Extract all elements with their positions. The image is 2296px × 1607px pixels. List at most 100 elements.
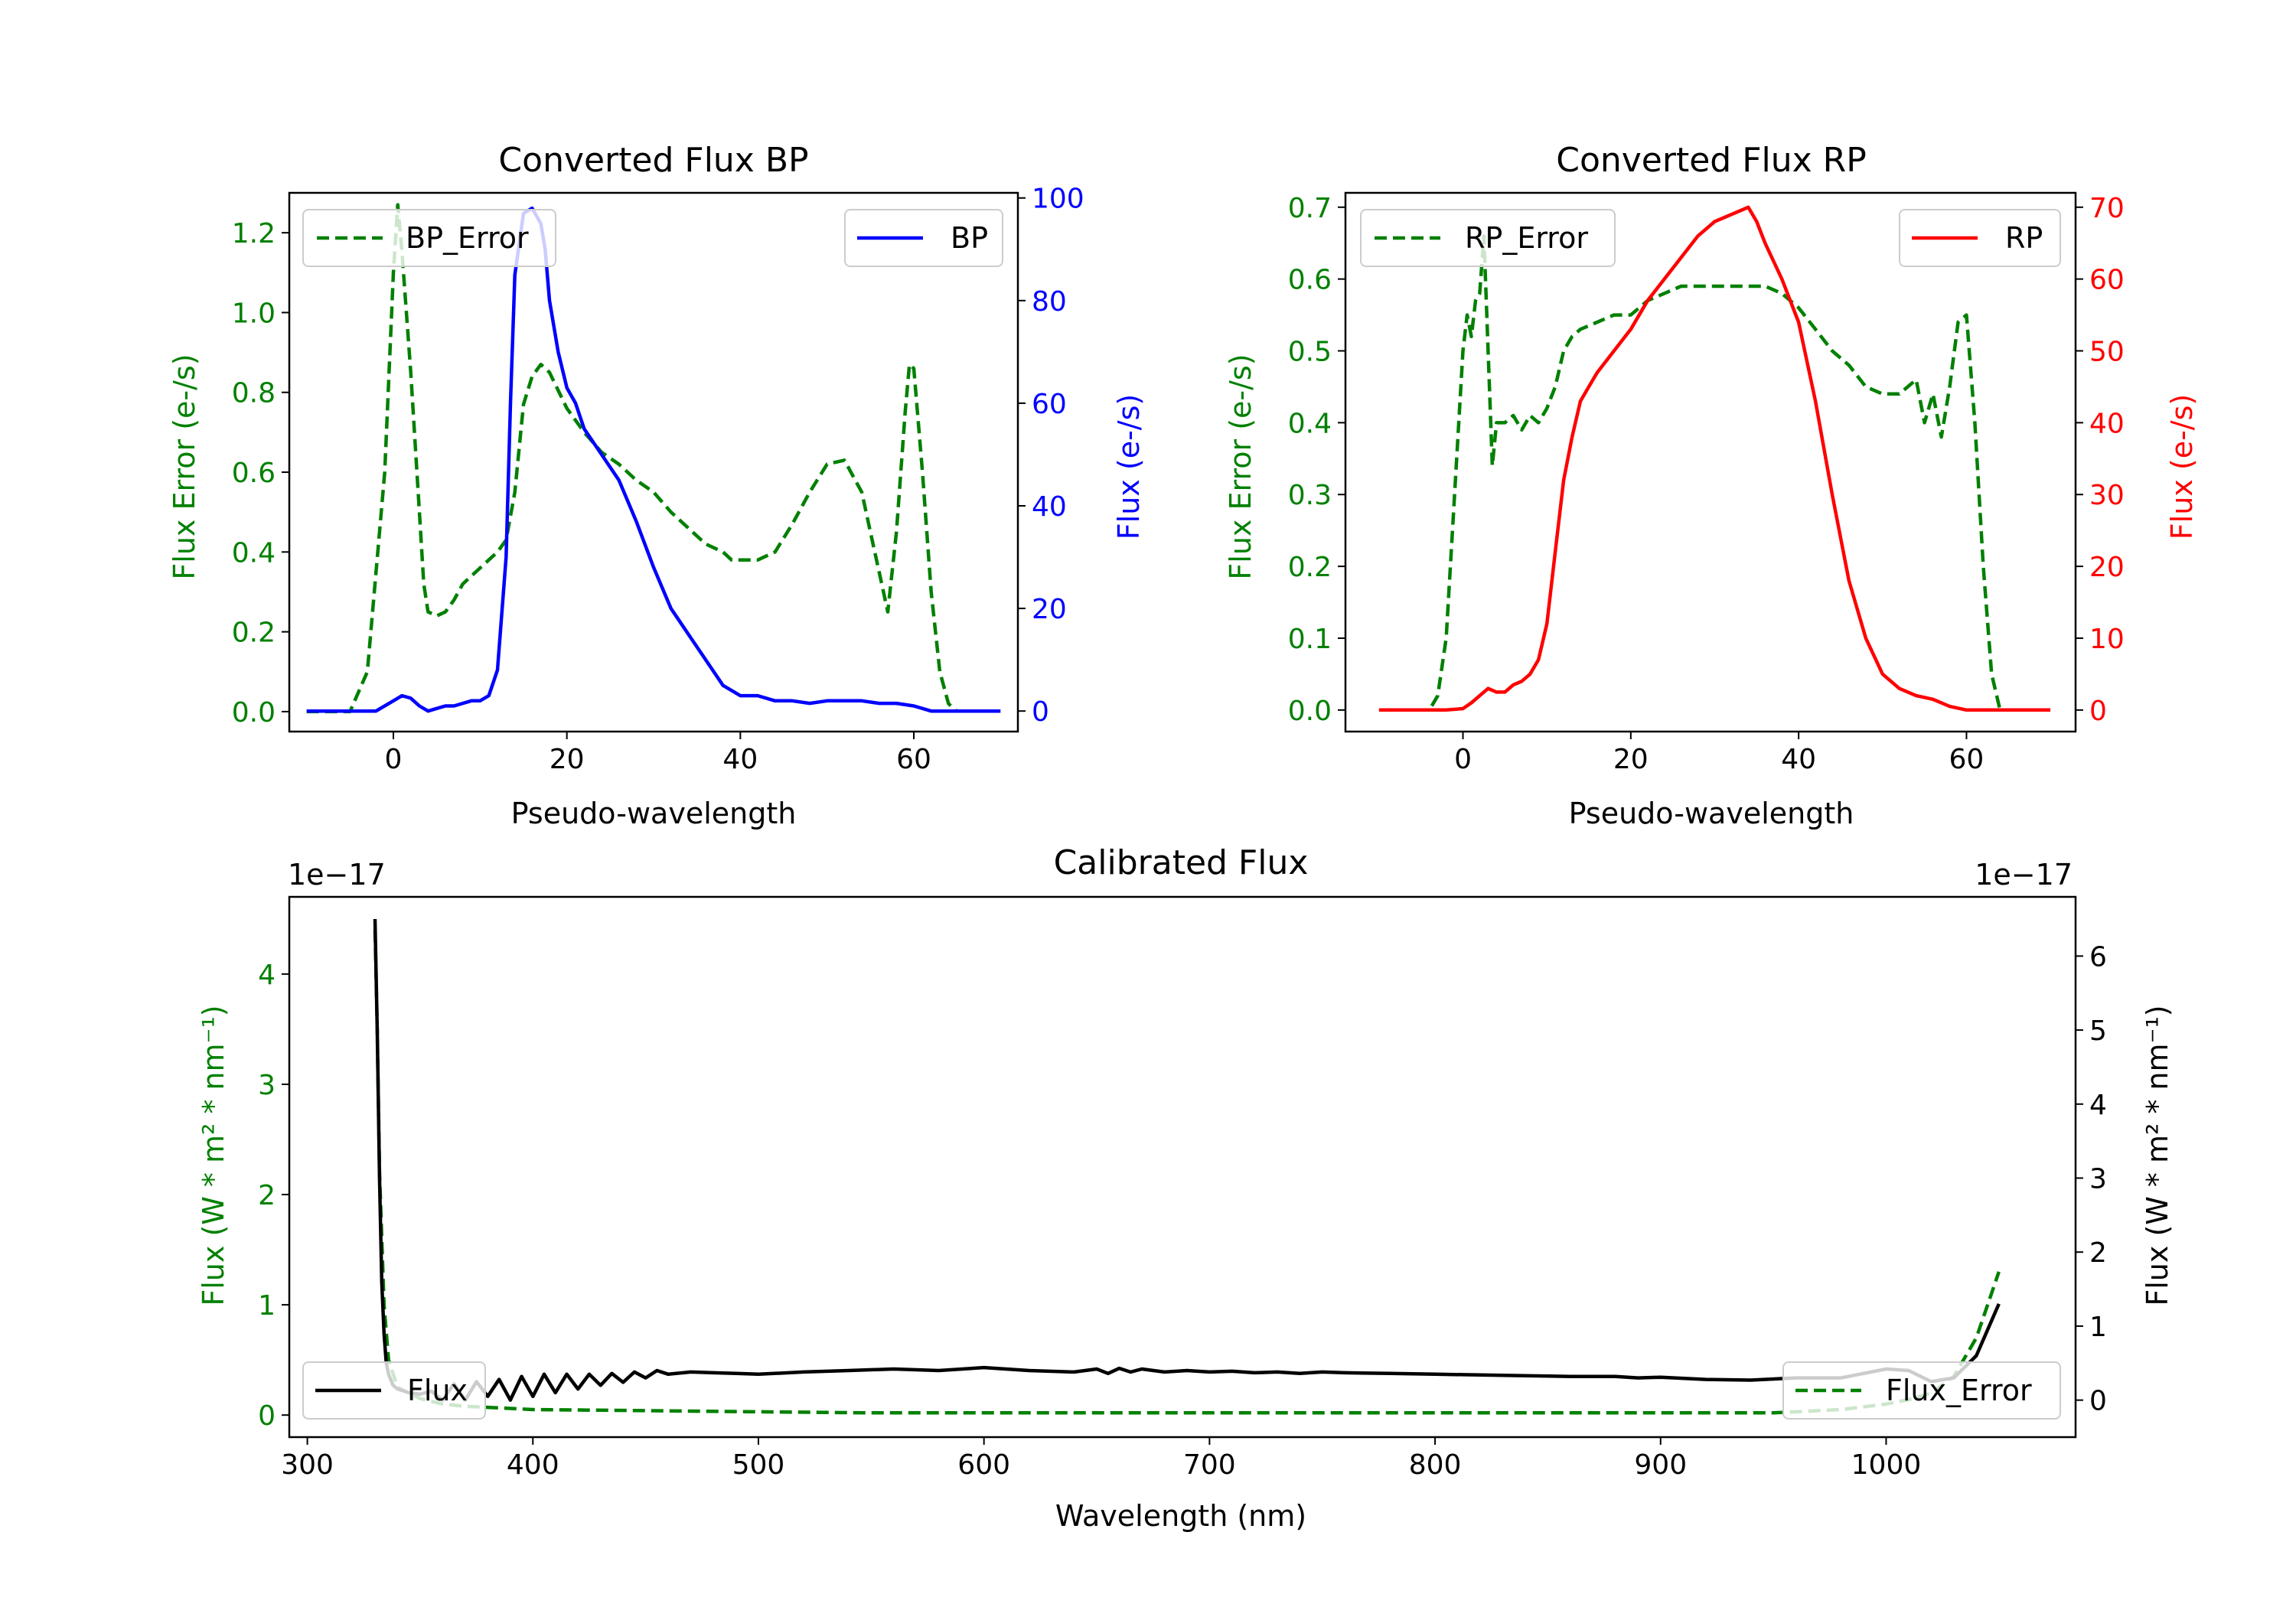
cal-legend-flux: Flux	[302, 1361, 486, 1420]
bp-ytick-left-label: 1.0	[232, 298, 276, 329]
rp-ytick-right-label: 60	[2089, 265, 2125, 296]
rp-xlabel: Pseudo-wavelength	[1569, 797, 1854, 830]
rp-ytick-left-label: 0.4	[1288, 408, 1332, 439]
bp-ytick-left-label: 0.6	[232, 458, 276, 489]
rp-ytick-left-label: 0.0	[1288, 696, 1332, 727]
bp-ytick-left-label: 0.2	[232, 618, 276, 649]
rp-xtick-label: 60	[1949, 744, 1985, 775]
rp-ytick-right-label: 20	[2089, 552, 2125, 583]
bp-series-bp	[306, 206, 1001, 713]
cal-plot-area: 300 400 500 600 700 800 900 1000 0 1 2 3 4 0 1 2 3 4 5 6	[258, 895, 2107, 1481]
cal-xtick-label: 700	[1183, 1449, 1236, 1481]
bp-xtick-label: 60	[896, 744, 931, 775]
rp-ytick-left-label: 0.1	[1288, 624, 1332, 655]
panel-calibrated: Calibrated Flux 1e−17 1e−17 300 400 500 600…	[197, 843, 2174, 1533]
cal-legend-error-box	[1782, 1361, 2061, 1420]
panel-rp: Converted Flux RP 0 20 40 60 0.0 0.1 0.2 0.3 0.4…	[1224, 141, 2199, 830]
bp-series-bp-error	[306, 203, 959, 714]
bp-xtick-label: 40	[722, 744, 758, 775]
bp-ytick-right-label: 20	[1032, 594, 1067, 625]
rp-ytick-right-label: 70	[2089, 193, 2125, 224]
rp-ytick-left-label: 0.7	[1288, 193, 1332, 224]
rp-title: Converted Flux RP	[1556, 141, 1867, 180]
cal-ylabel-right: Flux (W * m² * nm⁻¹)	[2141, 1005, 2174, 1305]
rp-series-rp	[1378, 205, 2051, 712]
cal-ytick-right-label: 1	[2089, 1312, 2107, 1343]
rp-legend-rp: RP	[1899, 209, 2061, 267]
cal-ylabel-left: Flux (W * m² * nm⁻¹)	[197, 1005, 230, 1305]
rp-legend-error-label: RP_Error	[1465, 221, 1588, 255]
rp-xtick-label: 40	[1781, 744, 1816, 775]
cal-xtick-label: 800	[1409, 1449, 1462, 1481]
bp-xtick-label: 0	[385, 744, 403, 775]
cal-ytick-left-label: 1	[258, 1290, 276, 1322]
cal-ytick-right-label: 2	[2089, 1237, 2107, 1269]
cal-offset-left: 1e−17	[288, 858, 386, 892]
rp-legend-rp-label: RP	[2005, 221, 2043, 255]
rp-legend-error-box	[1360, 209, 1616, 267]
rp-plot-area: 0 20 40 60 0.0 0.1 0.2 0.3 0.4 0.5 0.6 0.7 0 10 20 30 40…	[1288, 191, 2125, 775]
rp-ytick-right-label: 30	[2089, 480, 2125, 511]
cal-ytick-right-label: 0	[2089, 1386, 2107, 1417]
cal-xlabel: Wavelength (nm)	[1055, 1499, 1306, 1533]
cal-legend-error-label: Flux_Error	[1886, 1374, 2032, 1407]
bp-ytick-right-label: 100	[1032, 184, 1084, 215]
bp-legend-bp-label: BP	[951, 221, 988, 255]
bp-legend-error: BP_Error	[302, 209, 556, 267]
bp-ytick-right-label: 60	[1032, 389, 1067, 420]
rp-ytick-left-label: 0.3	[1288, 480, 1332, 511]
cal-ytick-left-label: 4	[258, 960, 276, 991]
rp-series-rp-error	[1378, 234, 2017, 712]
bp-ytick-right-label: 0	[1032, 696, 1049, 728]
cal-ytick-right-label: 4	[2089, 1090, 2107, 1121]
bp-legend-error-box	[302, 209, 556, 267]
rp-frame	[1344, 191, 2077, 733]
rp-xtick-label: 0	[1454, 744, 1472, 775]
bp-ytick-left-label: 0.4	[232, 537, 276, 569]
bp-ytick-right-label: 80	[1032, 286, 1067, 318]
bp-legend-bp-box	[844, 209, 1003, 267]
cal-legend-flux-box	[302, 1361, 486, 1420]
cal-xtick-label: 900	[1634, 1449, 1687, 1481]
bp-legend-error-label: BP_Error	[406, 221, 529, 255]
rp-ytick-left-label: 0.5	[1288, 337, 1332, 368]
rp-ytick-left-label: 0.6	[1288, 265, 1332, 296]
rp-ylabel-right: Flux (e-/s)	[2165, 394, 2199, 539]
bp-legend-bp: BP	[844, 209, 1003, 267]
bp-ylabel-left: Flux Error (e-/s)	[168, 354, 201, 579]
bp-xtick-label: 20	[550, 744, 585, 775]
cal-ytick-right-label: 6	[2089, 941, 2107, 973]
bp-ylabel-right: Flux (e-/s)	[1112, 394, 1146, 539]
cal-ytick-left-label: 0	[258, 1400, 276, 1432]
cal-ytick-right-label: 3	[2089, 1164, 2107, 1195]
bp-frame	[288, 191, 1019, 733]
bp-xlabel: Pseudo-wavelength	[511, 797, 797, 830]
rp-legend-rp-box	[1899, 209, 2061, 267]
rp-ytick-left-label: 0.2	[1288, 552, 1332, 583]
bp-plot-area: 0 20 40 60 0.0 0.2 0.4 0.6 0.8 1.0 1.2 0 20 40 60 80 100	[232, 184, 1084, 775]
cal-legend-flux-label: Flux	[407, 1374, 468, 1407]
cal-frame	[288, 895, 2077, 1439]
cal-xtick-label: 400	[507, 1449, 559, 1481]
cal-title: Calibrated Flux	[1054, 843, 1309, 882]
rp-legend-error: RP_Error	[1360, 209, 1616, 267]
bp-ytick-left-label: 0.0	[232, 697, 276, 729]
cal-xtick-label: 500	[732, 1449, 785, 1481]
bp-ytick-right-label: 40	[1032, 491, 1067, 523]
cal-ytick-right-label: 5	[2089, 1015, 2107, 1047]
rp-ytick-right-label: 10	[2089, 624, 2125, 655]
bp-ytick-left-label: 0.8	[232, 378, 276, 409]
rp-ytick-right-label: 0	[2089, 696, 2107, 727]
rp-ylabel-left: Flux Error (e-/s)	[1224, 354, 1257, 579]
rp-ytick-right-label: 50	[2089, 337, 2125, 368]
cal-xtick-label: 1000	[1851, 1449, 1922, 1481]
cal-ytick-left-label: 2	[258, 1180, 276, 1211]
rp-xtick-label: 20	[1613, 744, 1649, 775]
panel-bp: Converted Flux BP 0 20 40 60 0.0 0.2 0.4 0.6 0.8…	[168, 141, 1146, 830]
cal-legend-error: Flux_Error	[1782, 1361, 2061, 1420]
cal-ytick-left-label: 3	[258, 1070, 276, 1101]
cal-offset-right: 1e−17	[1975, 858, 2073, 892]
rp-ytick-right-label: 40	[2089, 408, 2125, 439]
